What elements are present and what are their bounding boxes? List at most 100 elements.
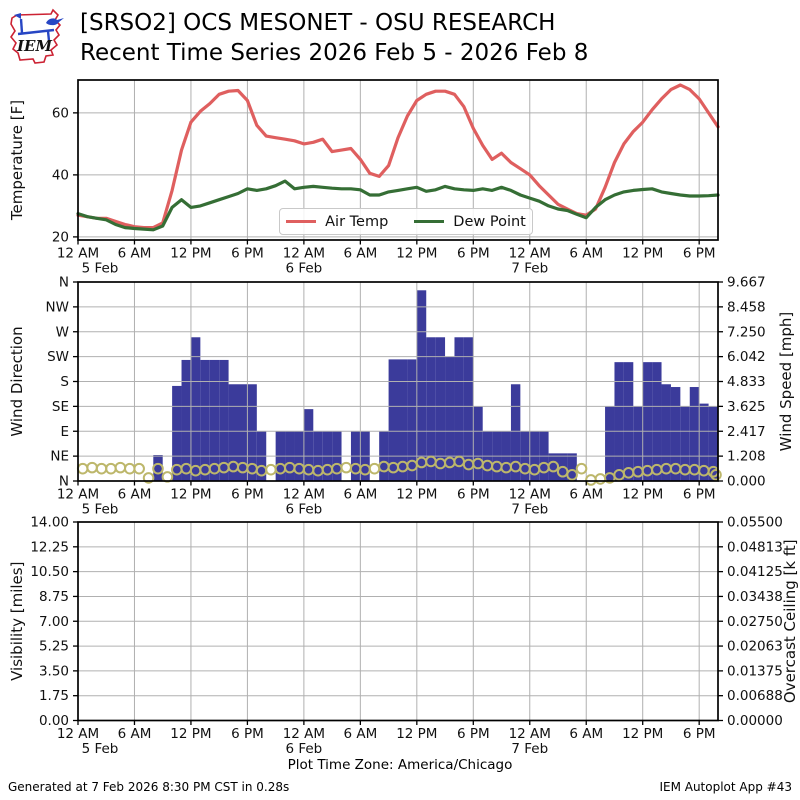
y-tick-label: SE bbox=[52, 399, 69, 415]
wind-direction-axis-label: Wind Direction bbox=[8, 326, 26, 436]
wind-direction-bar bbox=[708, 406, 718, 481]
wind-direction-bar bbox=[190, 337, 201, 481]
temperature-axis-label: Temperature [F] bbox=[8, 100, 26, 221]
wind-direction-bar bbox=[153, 455, 163, 481]
y2-tick-label: 0.04125 bbox=[727, 564, 783, 580]
axes-spines bbox=[77, 79, 719, 241]
wind-direction-bar bbox=[219, 359, 229, 481]
y-tick-label: E bbox=[60, 424, 69, 440]
y2-tick-label: 0.00000 bbox=[727, 713, 783, 729]
wind-speed-markers bbox=[76, 455, 722, 486]
temperature-legend: Air Temp Dew Point bbox=[279, 208, 533, 235]
y2-tick-label: 9.667 bbox=[727, 275, 766, 291]
y2-tick-label: 0.01375 bbox=[727, 663, 783, 679]
wind-direction-bar bbox=[426, 337, 436, 481]
x-tick-label: 12 PM bbox=[170, 246, 211, 262]
air-temp-line bbox=[76, 83, 720, 230]
wind-speed-marker bbox=[86, 461, 98, 474]
x-tick-label: 12 PM bbox=[622, 246, 663, 262]
wind-direction-bar bbox=[614, 362, 624, 481]
wind-speed-marker bbox=[133, 462, 145, 475]
wind-speed-marker bbox=[152, 462, 164, 475]
wind-direction-bar bbox=[445, 356, 455, 481]
x-tick-label: 12 AM bbox=[57, 726, 99, 742]
y-tick-label: N bbox=[59, 275, 69, 291]
wind-direction-bar bbox=[398, 359, 408, 481]
x-tick-label: 6 PM bbox=[231, 246, 264, 262]
x-day-label: 6 Feb bbox=[285, 502, 322, 518]
x-day-label: 7 Feb bbox=[511, 261, 548, 277]
wind-direction-bar bbox=[416, 290, 427, 481]
x-tick-label: 6 PM bbox=[231, 726, 264, 742]
x-day-label: 6 Feb bbox=[285, 741, 322, 757]
wind-direction-bar bbox=[172, 385, 182, 481]
app-number-text: IEM Autoplot App #43 bbox=[659, 780, 792, 794]
x-tick-label: 6 AM bbox=[118, 487, 152, 503]
wind-speed-marker bbox=[76, 462, 89, 475]
x-day-label: 5 Feb bbox=[82, 741, 119, 757]
wind-speed-marker bbox=[368, 462, 381, 475]
wind-direction-bar bbox=[633, 406, 643, 481]
wind-speed-marker bbox=[547, 460, 560, 473]
x-tick-label: 6 AM bbox=[118, 246, 152, 262]
y2-tick-label: 0.03438 bbox=[727, 589, 783, 605]
y-tick-label: SW bbox=[47, 349, 69, 365]
y-tick-label: 8.75 bbox=[39, 589, 69, 605]
wind-direction-bar bbox=[670, 387, 681, 481]
dew-point-label: Dew Point bbox=[453, 213, 526, 230]
figure-subtitle: Recent Time Series 2026 Feb 5 - 2026 Feb… bbox=[80, 40, 589, 66]
wind-direction-bar bbox=[247, 384, 257, 481]
x-day-label: 6 Feb bbox=[285, 261, 322, 277]
wind-direction-bar bbox=[473, 406, 483, 481]
x-tick-label: 12 AM bbox=[509, 487, 551, 503]
wind-direction-bar bbox=[642, 362, 653, 481]
x-tick-label: 6 AM bbox=[343, 726, 377, 742]
y-tick-label: W bbox=[56, 324, 69, 340]
y-tick-label: 10.50 bbox=[30, 564, 69, 580]
x-tick-label: 12 PM bbox=[622, 726, 663, 742]
y-tick-label: 3.50 bbox=[39, 663, 69, 679]
dew-point-line bbox=[76, 179, 720, 232]
wind-direction-bar bbox=[238, 384, 248, 481]
y2-tick-label: 7.250 bbox=[727, 324, 766, 340]
x-tick-label: 12 AM bbox=[283, 246, 325, 262]
wind-speed-axis-label: Wind Speed [mph] bbox=[777, 312, 795, 452]
x-tick-label: 12 AM bbox=[509, 726, 551, 742]
x-tick-label: 12 AM bbox=[509, 246, 551, 262]
y-tick-label: 5.25 bbox=[39, 639, 69, 655]
wind-direction-bar bbox=[652, 362, 662, 481]
x-tick-label: 6 PM bbox=[457, 487, 490, 503]
wind-direction-bar bbox=[689, 387, 700, 481]
wind-speed-marker bbox=[340, 461, 353, 474]
x-tick-label: 6 AM bbox=[118, 726, 152, 742]
y-tick-label: S bbox=[60, 374, 69, 390]
x-day-label: 5 Feb bbox=[82, 502, 119, 518]
y2-tick-label: 4.833 bbox=[727, 374, 766, 390]
y2-tick-label: 8.458 bbox=[727, 299, 766, 315]
wind-speed-marker bbox=[95, 462, 108, 475]
x-tick-label: 6 AM bbox=[569, 246, 603, 262]
y2-tick-label: 1.208 bbox=[727, 449, 766, 465]
wind-speed-marker bbox=[594, 473, 607, 485]
y-tick-label: NE bbox=[50, 449, 69, 465]
y-tick-label: 1.75 bbox=[39, 688, 69, 704]
x-tick-label: 6 PM bbox=[231, 487, 264, 503]
y-tick-label: 60 bbox=[52, 105, 69, 121]
wind-speed-marker bbox=[123, 462, 136, 475]
x-tick-label: 12 PM bbox=[622, 487, 663, 503]
temp-panel bbox=[76, 80, 720, 240]
x-tick-label: 6 PM bbox=[457, 726, 490, 742]
wind-speed-marker bbox=[265, 463, 277, 476]
wind-direction-bar bbox=[303, 409, 314, 481]
y-tick-label: NW bbox=[46, 299, 69, 315]
visibility-panel bbox=[78, 521, 718, 721]
y2-tick-label: 0.02750 bbox=[727, 614, 783, 630]
air-temp-label: Air Temp bbox=[325, 213, 389, 230]
x-day-label: 7 Feb bbox=[511, 741, 548, 757]
x-day-label: 5 Feb bbox=[82, 261, 119, 277]
wind-direction-bar bbox=[661, 384, 671, 481]
y2-tick-label: 0.04813 bbox=[727, 539, 783, 555]
x-tick-label: 6 PM bbox=[683, 487, 716, 503]
x-tick-label: 12 PM bbox=[396, 726, 437, 742]
